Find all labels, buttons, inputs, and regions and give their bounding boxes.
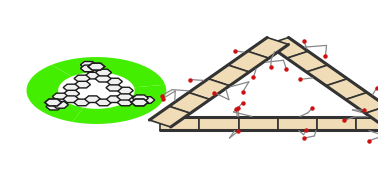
- Polygon shape: [160, 117, 199, 130]
- Polygon shape: [53, 93, 68, 100]
- Polygon shape: [88, 63, 105, 70]
- Polygon shape: [208, 65, 249, 86]
- Polygon shape: [117, 87, 133, 94]
- Polygon shape: [139, 97, 155, 103]
- Polygon shape: [63, 96, 79, 102]
- Polygon shape: [278, 117, 317, 130]
- Polygon shape: [169, 92, 210, 113]
- Polygon shape: [74, 99, 90, 106]
- Polygon shape: [95, 75, 111, 82]
- Polygon shape: [117, 93, 133, 100]
- Polygon shape: [132, 95, 148, 102]
- Polygon shape: [96, 69, 112, 76]
- Polygon shape: [85, 72, 101, 79]
- Polygon shape: [228, 51, 269, 72]
- Polygon shape: [26, 59, 83, 122]
- Polygon shape: [365, 106, 378, 127]
- Polygon shape: [67, 85, 166, 129]
- Polygon shape: [107, 78, 122, 85]
- Polygon shape: [317, 117, 356, 130]
- Polygon shape: [85, 66, 101, 73]
- Polygon shape: [117, 99, 133, 106]
- Polygon shape: [81, 62, 96, 68]
- Polygon shape: [307, 65, 347, 86]
- Polygon shape: [51, 57, 180, 89]
- Polygon shape: [74, 75, 90, 82]
- Polygon shape: [46, 103, 62, 110]
- Polygon shape: [52, 99, 68, 106]
- Polygon shape: [345, 92, 378, 113]
- Polygon shape: [326, 79, 367, 100]
- Polygon shape: [74, 81, 90, 88]
- Polygon shape: [85, 96, 101, 102]
- Polygon shape: [356, 117, 378, 130]
- Polygon shape: [287, 51, 328, 72]
- Polygon shape: [199, 117, 239, 130]
- Polygon shape: [131, 99, 148, 106]
- Polygon shape: [64, 90, 80, 97]
- Polygon shape: [45, 99, 62, 106]
- Polygon shape: [149, 106, 191, 127]
- Polygon shape: [96, 99, 112, 106]
- Polygon shape: [248, 37, 288, 58]
- Polygon shape: [267, 37, 308, 58]
- Polygon shape: [189, 79, 229, 100]
- Polygon shape: [106, 84, 122, 91]
- Polygon shape: [107, 96, 122, 102]
- Polygon shape: [128, 96, 144, 103]
- Polygon shape: [53, 102, 68, 108]
- Polygon shape: [63, 84, 79, 91]
- Polygon shape: [81, 65, 96, 72]
- Polygon shape: [239, 117, 278, 130]
